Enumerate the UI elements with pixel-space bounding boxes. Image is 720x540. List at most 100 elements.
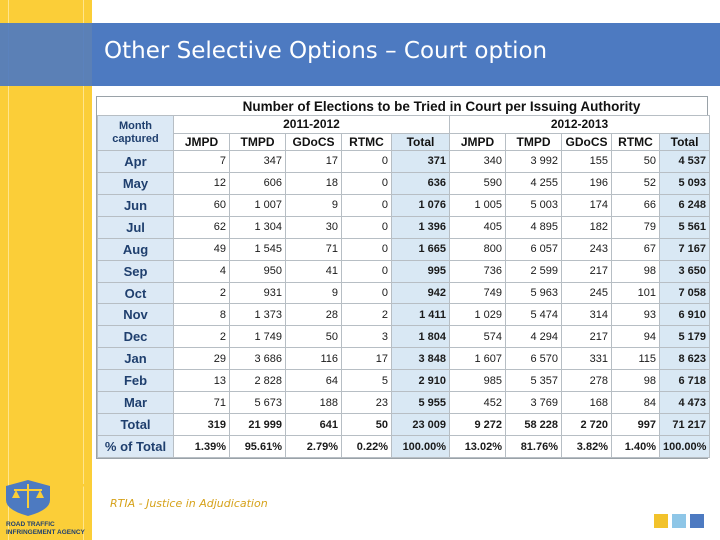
value-cell: 1 005 (449, 193, 506, 217)
value-cell: 1 007 (229, 193, 286, 217)
month-cell: Sep (97, 259, 174, 283)
value-cell: 0 (341, 171, 392, 195)
value-cell: 2 (341, 303, 392, 327)
value-cell: 29 (173, 347, 230, 371)
column-header: TMPD (505, 132, 562, 152)
value-cell: 50 (285, 325, 342, 349)
value-cell: 6 570 (505, 347, 562, 371)
value-cell: 9 (285, 193, 342, 217)
value-cell: 6 718 (658, 369, 711, 393)
month-cell: Jul (97, 215, 174, 239)
column-header: GDoCS (561, 132, 612, 152)
value-cell: 2 910 (391, 369, 450, 393)
value-cell: 9 272 (449, 413, 506, 437)
rtia-logo: ROAD TRAFFIC INFRINGEMENT AGENCY (6, 480, 86, 536)
value-cell: 1 749 (229, 325, 286, 349)
month-cell: Dec (97, 325, 174, 349)
value-cell: 0.22% (341, 435, 392, 458)
month-cell: Nov (97, 303, 174, 327)
value-cell: 1 665 (391, 237, 450, 261)
value-cell: 0 (341, 150, 392, 173)
value-cell: 12 (173, 171, 230, 195)
month-cell: Feb (97, 369, 174, 393)
value-cell: 942 (391, 281, 450, 305)
value-cell: 4 895 (505, 215, 562, 239)
value-cell: 7 167 (658, 237, 711, 261)
value-cell: 452 (449, 391, 506, 415)
value-cell: 5 561 (658, 215, 711, 239)
svg-text:INFRINGEMENT AGENCY: INFRINGEMENT AGENCY (6, 529, 86, 536)
value-cell: 49 (173, 237, 230, 261)
elections-table-panel: Number of Elections to be Tried in Court… (96, 96, 711, 459)
value-cell: 60 (173, 193, 230, 217)
value-cell: 182 (561, 215, 612, 239)
table-row: Aug 49 1 545 71 0 1 665 800 6 057 243 67 7 167 (97, 237, 711, 261)
footer-square-blue (690, 514, 704, 528)
value-cell: 1 373 (229, 303, 286, 327)
value-cell: 6 910 (658, 303, 711, 327)
value-cell: 4 294 (505, 325, 562, 349)
table-row: Mar 71 5 673 188 23 5 955 452 3 769 168 84 4 473 (97, 391, 711, 415)
footer-square-lightblue (672, 514, 686, 528)
value-cell: 28 (285, 303, 342, 327)
table-row: Jun 60 1 007 9 0 1 076 1 005 5 003 174 66 6 248 (97, 193, 711, 217)
value-cell: 1 396 (391, 215, 450, 239)
value-cell: 155 (561, 150, 612, 173)
value-cell: 7 (173, 150, 230, 173)
table-row: Nov 8 1 373 28 2 1 411 1 029 5 474 314 93 6 910 (97, 303, 711, 327)
value-cell: 950 (229, 259, 286, 283)
value-cell: 79 (611, 215, 660, 239)
value-cell: 100.00% (391, 435, 450, 458)
elections-table: Number of Elections to be Tried in Court… (97, 97, 711, 458)
value-cell: 98 (611, 369, 660, 393)
month-header-line1: Month (119, 120, 152, 133)
value-cell: 13.02% (449, 435, 506, 458)
value-cell: 995 (391, 259, 450, 283)
table-row: Oct 2 931 9 0 942 749 5 963 245 101 7 058 (97, 281, 711, 305)
value-cell: 8 623 (658, 347, 711, 371)
value-cell: 217 (561, 325, 612, 349)
value-cell: 636 (391, 171, 450, 195)
value-cell: 115 (611, 347, 660, 371)
value-cell: 5 474 (505, 303, 562, 327)
percent-row: % of Total 1.39% 95.61% 2.79% 0.22% 100.00% 13… (97, 435, 711, 458)
value-cell: 71 (173, 391, 230, 415)
value-cell: 319 (173, 413, 230, 437)
value-cell: 2 720 (561, 413, 612, 437)
left-accent-bar (0, 0, 92, 540)
value-cell: 3 992 (505, 150, 562, 173)
value-cell: 17 (341, 347, 392, 371)
value-cell: 3.82% (561, 435, 612, 458)
value-cell: 800 (449, 237, 506, 261)
value-cell: 574 (449, 325, 506, 349)
value-cell: 2 (173, 281, 230, 305)
month-cell: Jan (97, 347, 174, 371)
value-cell: 98 (611, 259, 660, 283)
column-header: Total (391, 132, 450, 152)
value-cell: 0 (341, 215, 392, 239)
value-cell: 93 (611, 303, 660, 327)
value-cell: 62 (173, 215, 230, 239)
table-row: Sep 4 950 41 0 995 736 2 599 217 98 3 650 (97, 259, 711, 283)
value-cell: 5 093 (658, 171, 711, 195)
column-header: GDoCS (285, 132, 342, 152)
value-cell: 5 673 (229, 391, 286, 415)
value-cell: 7 058 (658, 281, 711, 305)
column-header: Total (658, 132, 711, 152)
column-header: JMPD (449, 132, 506, 152)
column-header: RTMC (611, 132, 660, 152)
left-accent-lines (8, 0, 84, 540)
value-cell: 0 (341, 259, 392, 283)
value-cell: 95.61% (229, 435, 286, 458)
value-cell: 2 828 (229, 369, 286, 393)
value-cell: 13 (173, 369, 230, 393)
value-cell: 641 (285, 413, 342, 437)
value-cell: 5 357 (505, 369, 562, 393)
title-band (92, 23, 720, 86)
title-band-left (0, 23, 92, 86)
value-cell: 606 (229, 171, 286, 195)
month-cell: Aug (97, 237, 174, 261)
value-cell: 8 (173, 303, 230, 327)
value-cell: 9 (285, 281, 342, 305)
value-cell: 245 (561, 281, 612, 305)
